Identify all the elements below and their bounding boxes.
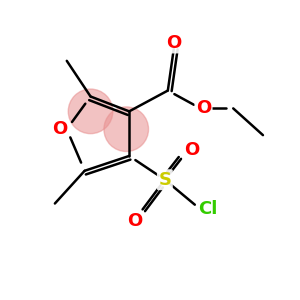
- Text: O: O: [184, 141, 199, 159]
- Text: S: S: [158, 171, 171, 189]
- Text: Cl: Cl: [198, 200, 218, 218]
- Text: O: O: [128, 212, 143, 230]
- Text: O: O: [196, 99, 211, 117]
- Text: O: O: [166, 34, 182, 52]
- Circle shape: [104, 107, 148, 152]
- Circle shape: [68, 89, 113, 134]
- Text: O: O: [52, 120, 67, 138]
